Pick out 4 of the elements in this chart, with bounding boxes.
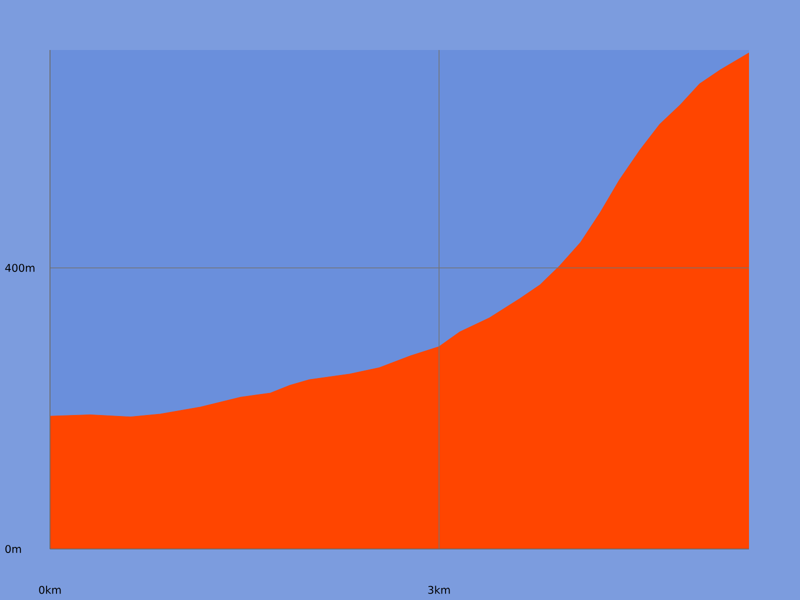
- x-tick-label: 0km: [39, 586, 61, 594]
- y-tick-label: 0m: [5, 544, 21, 554]
- y-tick-label: 400m: [5, 264, 34, 272]
- x-tick-label: 3km: [428, 586, 450, 594]
